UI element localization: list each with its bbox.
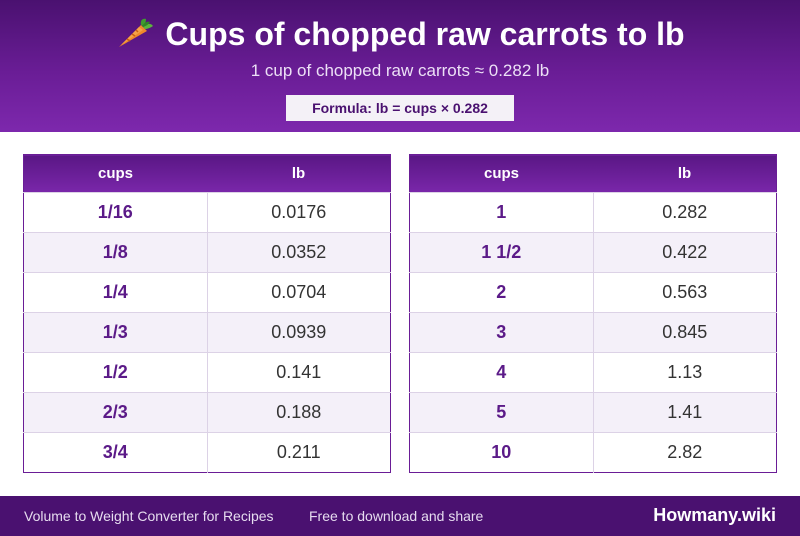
table-row: 10 2.82 [409, 432, 777, 473]
cups-cell: 4 [409, 352, 594, 393]
lb-cell: 0.188 [207, 392, 391, 433]
carrot-icon [119, 18, 154, 47]
cups-cell: 10 [409, 432, 594, 473]
lb-cell: 0.211 [207, 432, 391, 473]
lb-cell: 0.0352 [207, 232, 391, 273]
lb-cell: 0.0704 [207, 272, 391, 313]
table-row: 1/2 0.141 [23, 352, 391, 393]
cups-cell: 1 [409, 192, 594, 233]
footer-bar: Volume to Weight Converter for Recipes F… [0, 496, 800, 536]
table-row: 1 0.282 [409, 192, 777, 233]
table-row: 5 1.41 [409, 392, 777, 433]
cups-cell: 3/4 [23, 432, 208, 473]
lb-cell: 0.422 [593, 232, 777, 273]
table-row: 1/3 0.0939 [23, 312, 391, 353]
footer-share-text: Free to download and share [309, 508, 484, 524]
cups-cell: 3 [409, 312, 594, 353]
cups-cell: 5 [409, 392, 594, 433]
column-header-cups: cups [409, 154, 593, 193]
lb-cell: 0.0939 [207, 312, 391, 353]
brand-logo-text: Howmany.wiki [653, 505, 776, 525]
table-row: 1/8 0.0352 [23, 232, 391, 273]
cups-cell: 2/3 [23, 392, 208, 433]
table-row: 1 1/2 0.422 [409, 232, 777, 273]
table-row: 4 1.13 [409, 352, 777, 393]
page-title-text: Cups of chopped raw carrots to lb [165, 16, 685, 52]
table-row: 2 0.563 [409, 272, 777, 313]
table-row: 3/4 0.211 [23, 432, 391, 473]
formula-badge: Formula: lb = cups × 0.282 [286, 95, 514, 121]
cups-cell: 1/3 [23, 312, 208, 353]
footer-converter-text: Volume to Weight Converter for Recipes [24, 508, 274, 524]
column-header-cups: cups [23, 154, 207, 193]
cups-cell: 2 [409, 272, 594, 313]
table-row: 2/3 0.188 [23, 392, 391, 433]
lb-cell: 2.82 [593, 432, 777, 473]
table-header-row: cups lb [409, 154, 777, 193]
lb-cell: 1.41 [593, 392, 777, 433]
cups-cell: 1/16 [23, 192, 208, 233]
column-header-lb: lb [207, 154, 391, 193]
table-row: 1/4 0.0704 [23, 272, 391, 313]
page-title: Cups of chopped raw carrots to lb [0, 14, 800, 54]
table-row: 3 0.845 [409, 312, 777, 353]
table-row: 1/16 0.0176 [23, 192, 391, 233]
header-banner: Cups of chopped raw carrots to lb 1 cup … [0, 0, 800, 132]
conversion-table-left: cups lb 1/16 0.0176 1/8 0.0352 1/4 0.070… [23, 154, 391, 473]
lb-cell: 0.845 [593, 312, 777, 353]
cups-cell: 1 1/2 [409, 232, 594, 273]
lb-cell: 0.141 [207, 352, 391, 393]
subtitle: 1 cup of chopped raw carrots ≈ 0.282 lb [250, 61, 550, 80]
cups-cell: 1/8 [23, 232, 208, 273]
lb-cell: 0.0176 [207, 192, 391, 233]
lb-cell: 0.282 [593, 192, 777, 233]
table-header-row: cups lb [23, 154, 391, 193]
cups-cell: 1/4 [23, 272, 208, 313]
lb-cell: 0.563 [593, 272, 777, 313]
lb-cell: 1.13 [593, 352, 777, 393]
conversion-table-right: cups lb 1 0.282 1 1/2 0.422 2 0.563 3 0.… [409, 154, 777, 473]
column-header-lb: lb [593, 154, 777, 193]
cups-cell: 1/2 [23, 352, 208, 393]
